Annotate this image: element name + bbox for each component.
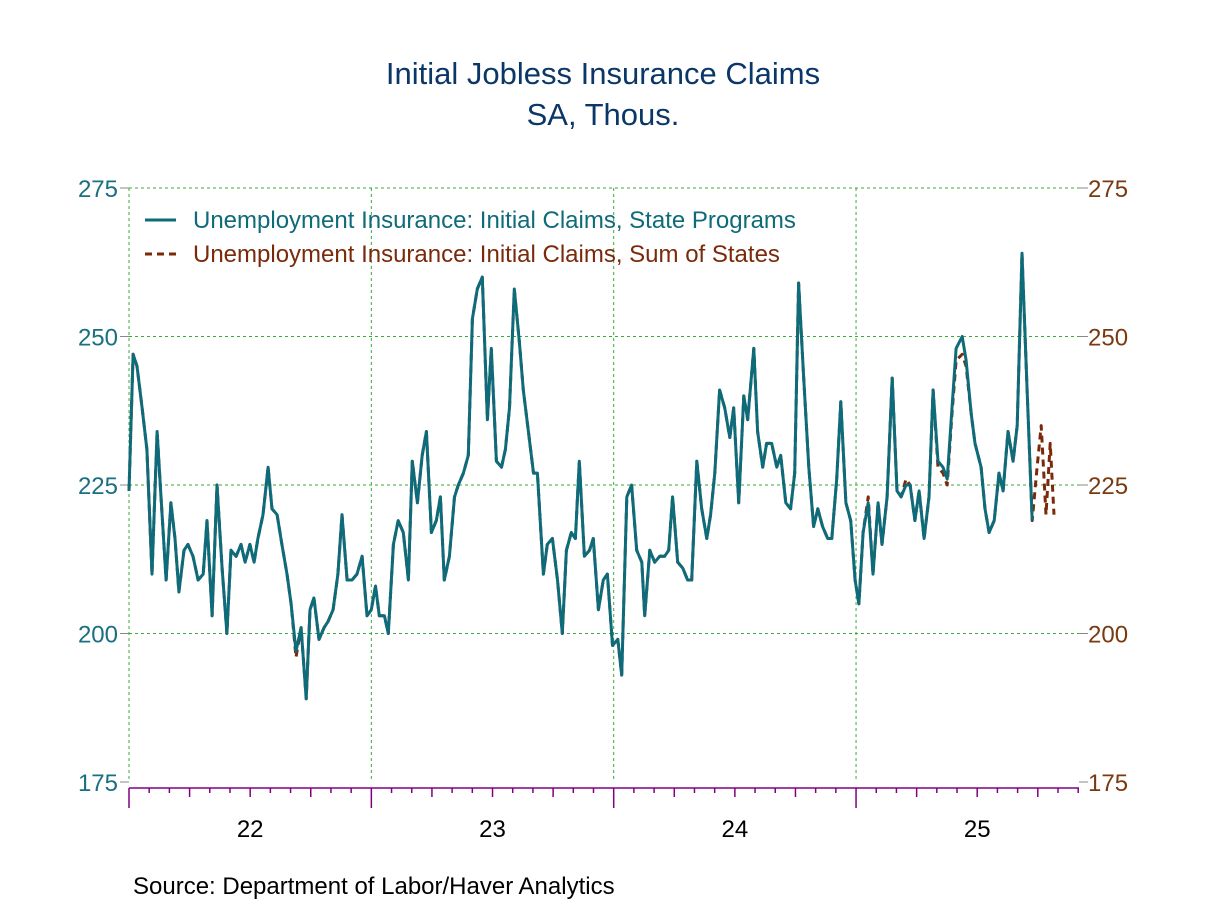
x-axis: 22 23 24 25 [128, 787, 1079, 843]
y-tick-label-right: 225 [1088, 473, 1128, 500]
x-tick-label: 23 [479, 816, 506, 843]
y-tick-label-left: 250 [78, 325, 118, 352]
source-note: Source: Department of Labor/Haver Analyt… [133, 873, 615, 900]
legend: Unemployment Insurance: Initial Claims, … [145, 207, 796, 268]
y-tick-label-right: 200 [1088, 622, 1128, 649]
series-line-state-programs [127, 251, 1034, 701]
y-tick-label-left: 175 [78, 770, 118, 797]
y-tick-label-left: 200 [78, 622, 118, 649]
legend-label-state: Unemployment Insurance: Initial Claims, … [193, 207, 796, 234]
left-y-axis: 175 200 225 250 275 [78, 176, 129, 797]
y-tick-label-right: 275 [1088, 176, 1128, 203]
series-group [127, 251, 1056, 701]
x-tick-label: 25 [964, 816, 991, 843]
right-y-axis: 175 200 225 250 275 [1079, 176, 1128, 797]
y-tick-label-right: 250 [1088, 325, 1128, 352]
y-tick-label-left: 275 [78, 176, 118, 203]
chart-title: Initial Jobless Insurance Claims [386, 56, 820, 91]
gridlines [128, 187, 1079, 782]
legend-label-sum: Unemployment Insurance: Initial Claims, … [193, 241, 780, 268]
chart-subtitle: SA, Thous. [527, 97, 680, 132]
x-tick-label: 22 [237, 816, 264, 843]
x-tick-label: 24 [722, 816, 749, 843]
y-tick-label-left: 225 [78, 473, 118, 500]
y-tick-label-right: 175 [1088, 770, 1128, 797]
